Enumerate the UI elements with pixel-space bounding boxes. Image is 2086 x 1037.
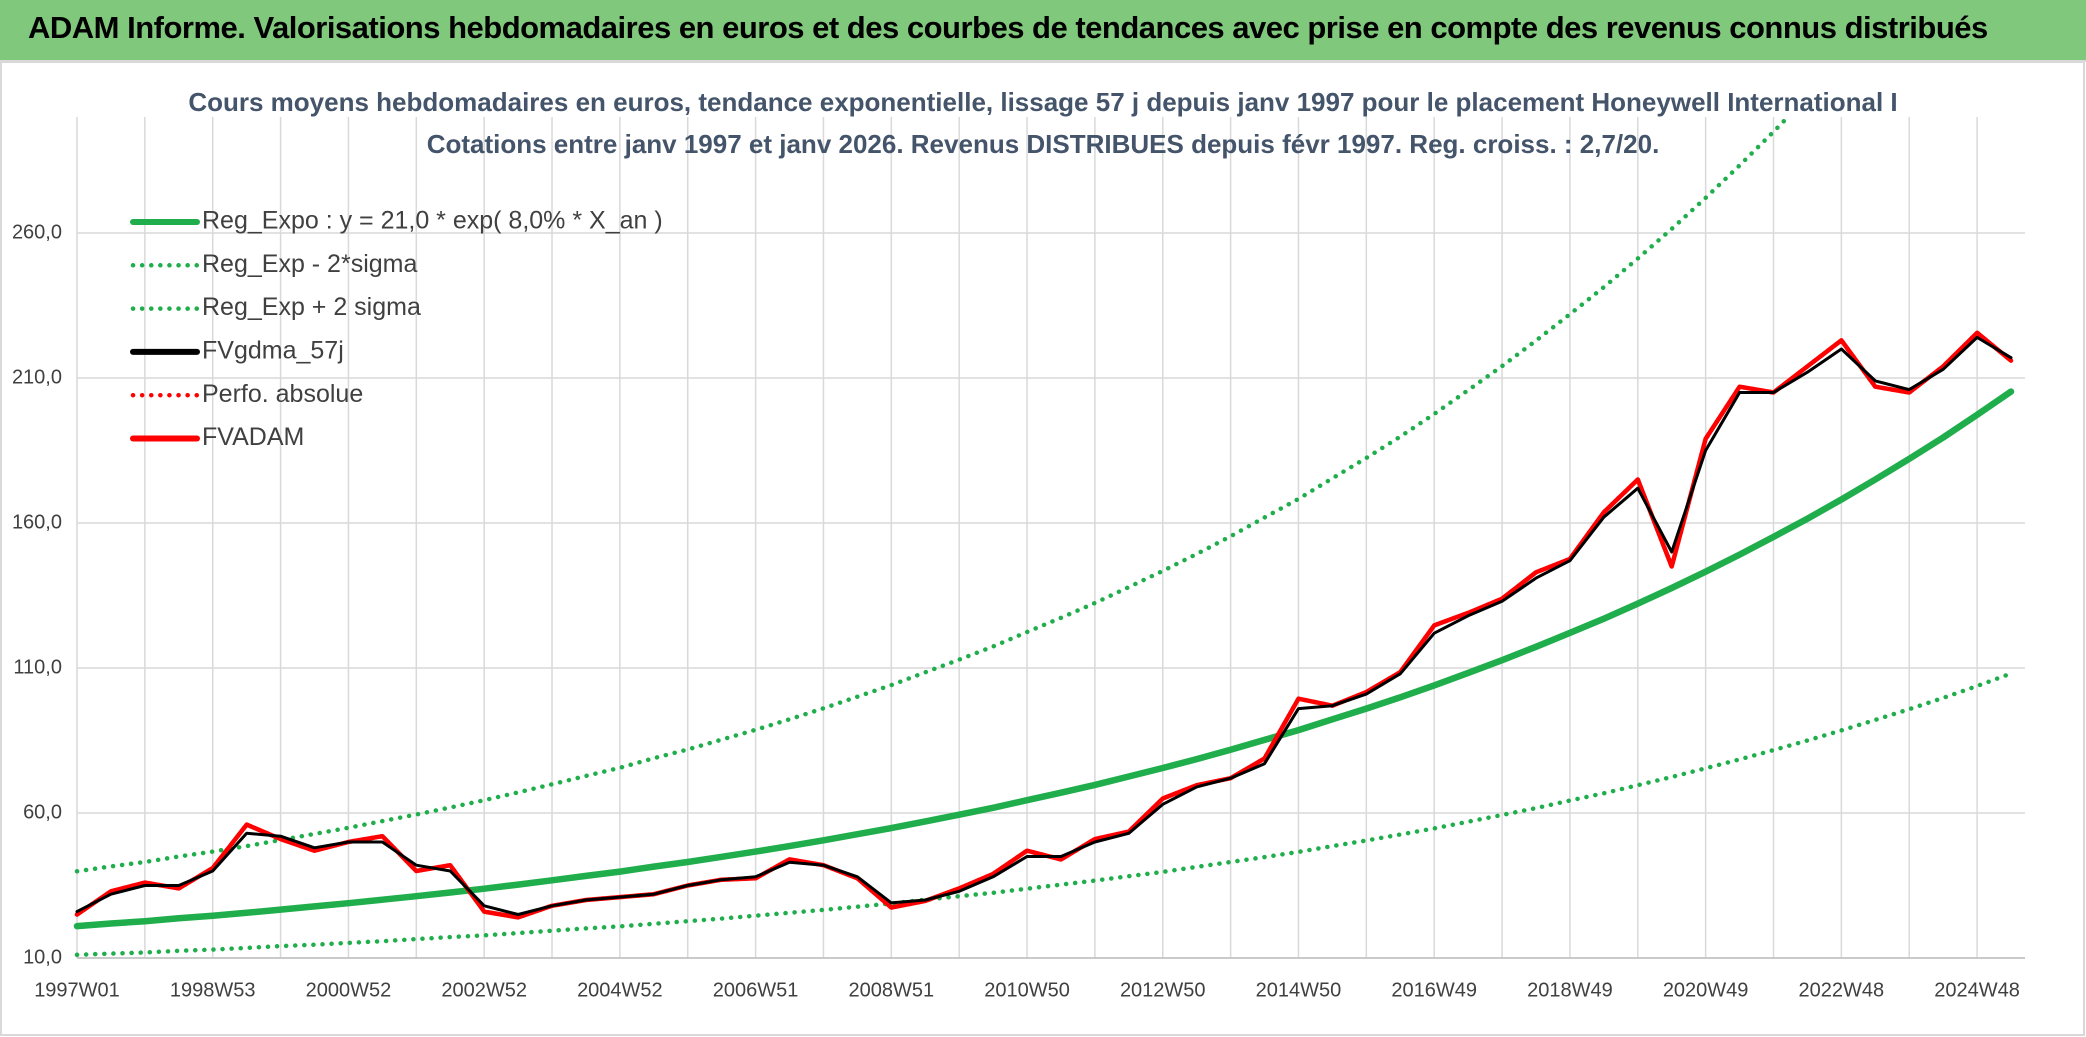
header-title: ADAM Informe. Valorisations hebdomadaire… xyxy=(28,10,1988,45)
y-tick-label: 10,0 xyxy=(23,946,62,968)
x-tick-label: 2008W51 xyxy=(849,979,935,1001)
labels: 10,0 60,0 110,0 160,0 210,0 260,0 1997W01 1998W… xyxy=(12,87,2020,1001)
x-tick-label: 1997W01 xyxy=(34,979,120,1001)
x-tick-label: 2018W49 xyxy=(1527,979,1613,1001)
x-tick-label: 2022W48 xyxy=(1799,979,1885,1001)
y-tick-label: 260,0 xyxy=(12,221,62,243)
series-line xyxy=(73,388,2015,930)
plot-area xyxy=(73,117,2015,958)
legend-label: Reg_Exp + 2 sigma xyxy=(202,293,421,321)
legend-label: Reg_Exp - 2*sigma xyxy=(202,250,417,278)
series-line xyxy=(75,335,2013,916)
x-tick-label: 2004W52 xyxy=(577,979,663,1001)
legend-label: FVADAM xyxy=(202,423,304,451)
x-tick-label: 2012W50 xyxy=(1120,979,1206,1001)
y-tick-label: 210,0 xyxy=(12,366,62,388)
x-tick-label: 2002W52 xyxy=(441,979,527,1001)
x-tick-label: 1998W53 xyxy=(170,979,256,1001)
x-tick-label: 2014W50 xyxy=(1256,979,1342,1001)
series-line xyxy=(74,117,1792,874)
y-tick-label: 60,0 xyxy=(23,801,62,823)
x-tick-label: 2006W51 xyxy=(713,979,799,1001)
x-tick-label: 2000W52 xyxy=(306,979,392,1001)
chart-subtitle: Cours moyens hebdomadaires en euros, ten… xyxy=(188,87,1897,117)
x-tick-label: 2016W49 xyxy=(1391,979,1477,1001)
legend-label: Reg_Expo : y = 21,0 * exp( 8,0% * X_an ) xyxy=(202,207,663,235)
x-tick-label: 2024W48 xyxy=(1934,979,2020,1001)
legend-label: Perfo. absolue xyxy=(202,380,363,408)
chart: 10,0 60,0 110,0 160,0 210,0 260,0 1997W01 1998W… xyxy=(0,62,2085,1036)
header-bar: ADAM Informe. Valorisations hebdomadaire… xyxy=(0,0,2086,62)
y-tick-label: 110,0 xyxy=(13,656,62,678)
x-tick-label: 2010W50 xyxy=(984,979,1070,1001)
x-tick-label: 2020W49 xyxy=(1663,979,1749,1001)
grid xyxy=(76,117,2025,959)
chart-subtitle: Cotations entre janv 1997 et janv 2026. … xyxy=(427,129,1660,159)
legend-label: FVgdma_57j xyxy=(202,337,344,365)
y-tick-label: 160,0 xyxy=(12,511,62,533)
